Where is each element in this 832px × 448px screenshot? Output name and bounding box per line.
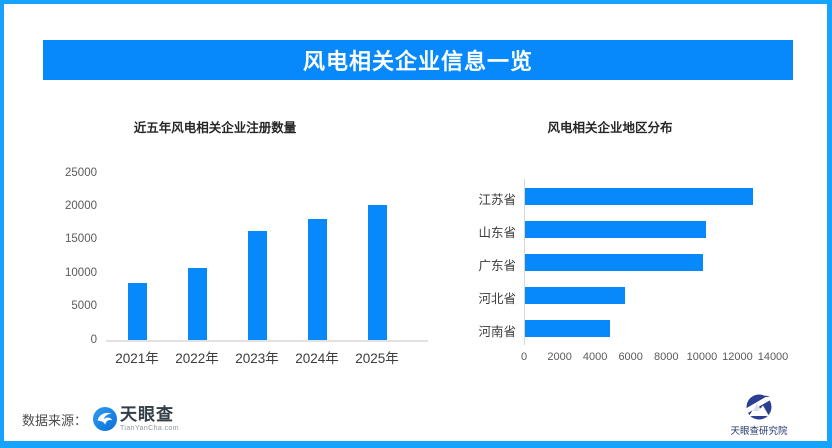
data-source-label: 数据来源： — [22, 412, 88, 428]
bar-2024年 — [307, 219, 327, 340]
bar-山东省 — [525, 220, 707, 238]
category-label: 山东省 — [478, 226, 516, 240]
tianyancha-logo: 天眼查 TianYanCha.com — [93, 406, 179, 432]
y-tick-label: 25000 — [65, 166, 97, 179]
page-border-top — [0, 0, 832, 4]
bar-广东省 — [525, 253, 703, 271]
x-tick-label: 6000 — [618, 351, 643, 363]
tianyancha-logo-icon — [93, 407, 118, 431]
y-tick-label: 20000 — [65, 199, 97, 212]
x-tick-label: 12000 — [722, 351, 753, 363]
tianyancha-logo-subtext: TianYanCha.com — [120, 425, 179, 432]
page-border-left — [0, 0, 4, 448]
x-tick-label: 8000 — [654, 351, 679, 363]
x-tick-label: 2000 — [547, 351, 572, 363]
page-border-bottom — [0, 441, 832, 448]
x-axis-line — [106, 340, 428, 342]
y-tick-label: 15000 — [65, 233, 97, 246]
y-tick-label: 10000 — [65, 266, 97, 279]
x-tick-label: 10000 — [686, 351, 718, 363]
tianyancha-logo-text: 天眼查 — [120, 405, 175, 424]
bar-河北省 — [525, 286, 625, 304]
title-banner: 风电相关企业信息一览 — [43, 40, 793, 80]
x-tick-label: 2023年 — [235, 351, 279, 366]
regions-chart-title: 风电相关企业地区分布 — [547, 121, 673, 135]
category-label: 河北省 — [478, 292, 516, 306]
registrations-chart-title: 近五年风电相关企业注册数量 — [133, 121, 297, 135]
x-tick-label: 2024年 — [295, 351, 339, 366]
category-label: 河南省 — [478, 325, 516, 339]
bar-2021年 — [127, 282, 147, 340]
page-title: 风电相关企业信息一览 — [302, 49, 533, 74]
x-tick-label: 2021年 — [115, 351, 159, 366]
category-label: 广东省 — [478, 259, 516, 273]
x-tick-label: 14000 — [757, 351, 789, 363]
bar-2025年 — [367, 205, 387, 340]
y-axis-line — [524, 179, 525, 345]
y-tick-label: 5000 — [71, 300, 97, 313]
category-label: 江苏省 — [478, 193, 516, 207]
x-tick-label: 0 — [520, 351, 528, 363]
y-tick-label: 0 — [90, 333, 97, 346]
page-border-right — [827, 0, 832, 448]
x-tick-label: 2022年 — [175, 351, 219, 366]
data-source: 数据来源： 天眼查 TianYanCha.com — [22, 402, 179, 436]
bar-2023年 — [247, 231, 267, 340]
institute-label: 天眼查研究院 — [730, 426, 788, 437]
bar-2022年 — [187, 267, 207, 340]
institute-logo: 天眼查研究院 — [728, 393, 790, 437]
bar-河南省 — [525, 319, 611, 337]
bar-江苏省 — [525, 187, 753, 205]
x-tick-label: 2025年 — [355, 351, 399, 366]
x-tick-label: 4000 — [582, 351, 608, 363]
institute-logo-icon — [745, 394, 772, 420]
